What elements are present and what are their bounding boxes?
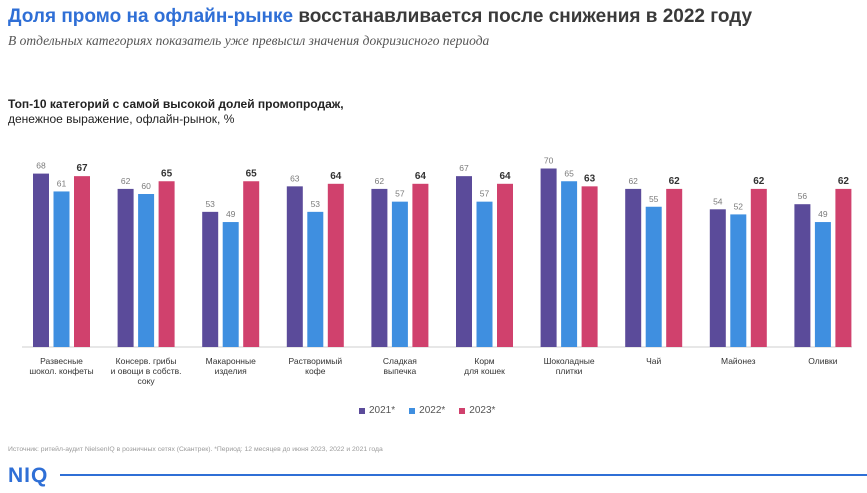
bar-2023-3	[327, 183, 344, 347]
data-label-2022-8: 52	[734, 201, 744, 211]
bar-2023-1	[158, 181, 175, 347]
bar-2021-5	[456, 176, 472, 347]
niq-logo: NIQ	[8, 464, 49, 487]
legend-item-2021: 2021*	[359, 405, 395, 416]
legend-swatch-2022	[409, 407, 416, 414]
data-label-2021-2: 53	[205, 199, 215, 209]
category-label-2: Макаронные изделия	[206, 356, 256, 376]
data-label-2021-1: 62	[121, 176, 131, 186]
bar-2023-6	[581, 186, 598, 347]
legend-label-2021: 2021*	[369, 405, 396, 416]
data-label-2022-9: 49	[818, 209, 828, 219]
chart-heading-line2: денежное выражение, офлайн-рынок, %	[8, 112, 235, 126]
data-label-2022-4: 57	[395, 189, 405, 199]
category-label-4: Сладкая выпечка	[383, 356, 417, 376]
data-label-2023-1: 65	[161, 168, 173, 179]
data-label-2022-1: 60	[141, 181, 151, 191]
data-label-2023-4: 64	[415, 171, 427, 182]
data-label-2022-2: 49	[226, 209, 236, 219]
data-label-2022-3: 53	[311, 199, 321, 209]
data-label-2021-8: 54	[713, 196, 723, 206]
data-label-2021-4: 62	[375, 176, 385, 186]
data-label-2022-6: 65	[564, 168, 574, 178]
category-label-3: Растворимый кофе	[289, 356, 343, 376]
category-label-9: Оливки	[808, 356, 837, 366]
data-label-2021-6: 70	[544, 156, 554, 166]
bar-2022-9	[814, 222, 831, 347]
data-label-2022-7: 55	[649, 194, 659, 204]
legend-swatch-2023	[459, 407, 466, 414]
bar-2021-4	[371, 188, 388, 347]
category-label-1: Консерв. грибы и овощи в собств. соку	[111, 356, 182, 386]
data-label-2023-0: 67	[76, 163, 88, 174]
data-label-2021-7: 62	[628, 176, 638, 186]
bar-2022-2	[222, 222, 239, 347]
bar-2021-3	[286, 186, 303, 347]
page-title: Доля промо на офлайн-рынке восстанавлива…	[8, 6, 752, 28]
bar-2023-2	[243, 181, 260, 347]
data-label-2021-9: 56	[798, 191, 808, 201]
bar-2022-8	[730, 214, 747, 347]
data-label-2023-2: 65	[246, 168, 258, 179]
data-label-2021-0: 68	[36, 161, 46, 171]
data-label-2021-3: 63	[290, 173, 300, 183]
data-label-2022-5: 57	[480, 189, 490, 199]
data-label-2023-5: 64	[499, 171, 511, 182]
data-label-2021-5: 67	[459, 163, 469, 173]
legend-label-2023: 2023*	[469, 405, 496, 416]
title-rest: восстанавливается после снижения в 2022 …	[293, 6, 753, 27]
category-label-7: Чай	[646, 356, 661, 366]
category-label-6: Шоколадные плитки	[544, 356, 595, 376]
data-label-2023-6: 63	[584, 173, 596, 184]
bar-chart: 68 61 67 Развесные шокол. конфеты 62 60 65 Консе…	[22, 156, 852, 386]
bar-2022-5	[476, 201, 493, 347]
source-footnote: Источник: ритейл-аудит NielsenIQ в розни…	[8, 446, 383, 453]
bar-2021-0	[33, 173, 49, 347]
data-label-2023-8: 62	[753, 176, 765, 187]
chart-heading-line1: Топ-10 категорий с самой высокой долей п…	[8, 97, 344, 111]
legend-swatch-2021	[359, 407, 365, 414]
bar-2023-4	[412, 183, 429, 347]
bar-2021-8	[709, 209, 726, 347]
category-label-5: Корм для кошек	[464, 356, 505, 376]
bar-2021-7	[625, 188, 642, 347]
bar-2023-8	[750, 188, 767, 347]
bar-2023-5	[497, 183, 513, 347]
bar-2022-1	[138, 194, 155, 347]
data-label-2023-9: 62	[838, 176, 850, 187]
bar-2021-2	[202, 211, 219, 347]
category-label-0: Развесные шокол. конфеты	[29, 356, 93, 376]
brand-divider	[60, 474, 867, 476]
chart-legend: 2021* 2022* 2023*	[359, 405, 495, 416]
bar-2021-9	[794, 204, 811, 347]
bar-2022-0	[53, 191, 70, 347]
bar-2022-7	[645, 206, 662, 347]
category-label-8: Майонез	[721, 356, 756, 366]
title-accent: Доля промо на офлайн-рынке	[8, 6, 294, 27]
bar-2023-0	[74, 176, 90, 347]
legend-item-2023: 2023*	[459, 405, 495, 416]
data-label-2023-7: 62	[669, 176, 681, 187]
legend-label-2022: 2022*	[419, 405, 446, 416]
bar-2023-9	[835, 188, 852, 347]
chart-heading: Топ-10 категорий с самой высокой долей п…	[8, 97, 344, 127]
legend-item-2022: 2022*	[409, 405, 445, 416]
bar-2022-6	[561, 181, 578, 347]
bar-2021-6	[540, 168, 557, 347]
bar-2023-7	[666, 188, 683, 347]
page-subtitle: В отдельных категориях показатель уже пр…	[8, 33, 490, 48]
bar-2022-3	[307, 211, 324, 347]
bar-2022-4	[391, 201, 408, 347]
data-label-2022-0: 61	[57, 178, 67, 188]
data-label-2023-3: 64	[330, 171, 342, 182]
bar-2021-1	[117, 188, 134, 347]
